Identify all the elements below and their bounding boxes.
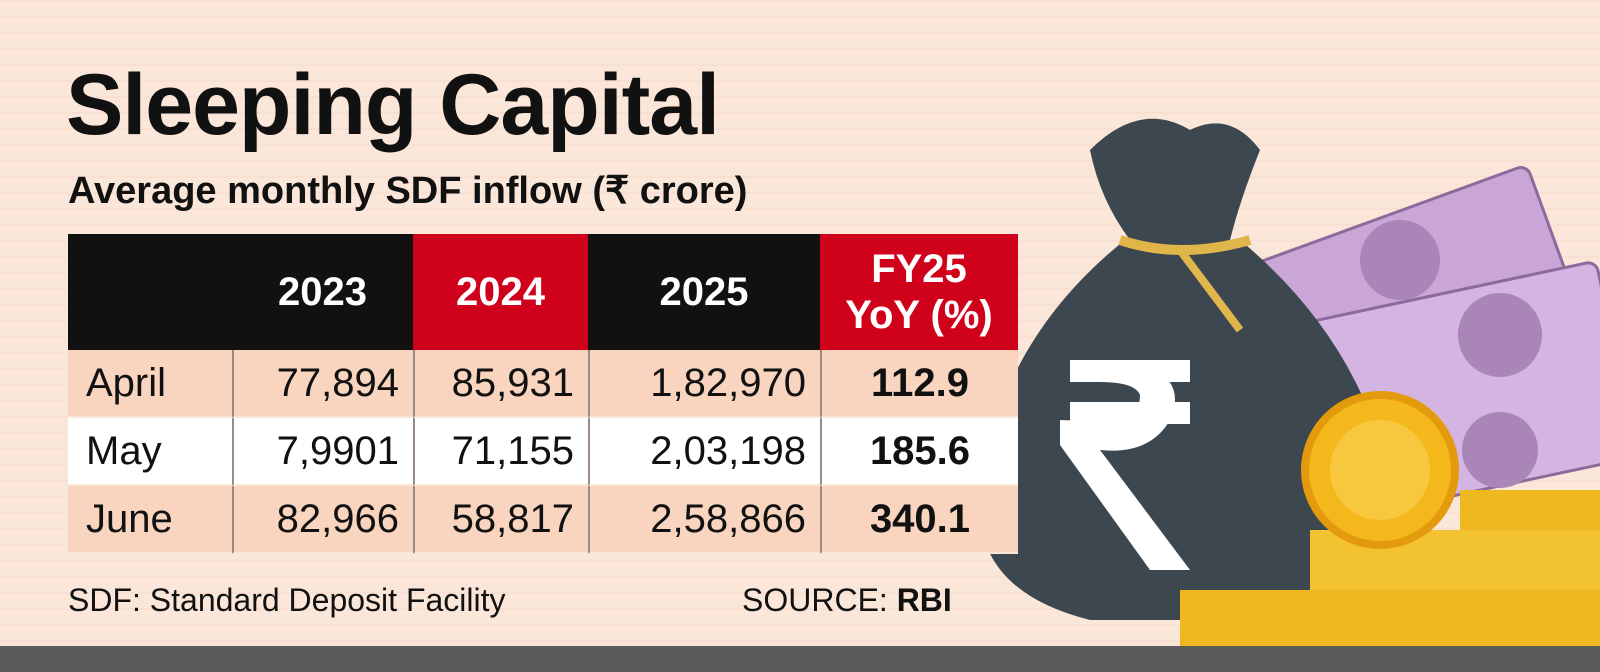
source-label: SOURCE:	[742, 582, 888, 618]
subtitle: Average monthly SDF inflow (₹ crore)	[68, 170, 748, 212]
table-cell: 112.9	[820, 350, 1018, 418]
column-header: FY25 YoY (%)	[820, 234, 1018, 350]
row-label: April	[68, 350, 232, 418]
rupee-icon	[1060, 360, 1190, 570]
coins	[1180, 391, 1600, 646]
column-header	[68, 234, 232, 350]
money-illustration	[979, 118, 1600, 646]
column-header: 2024	[413, 234, 588, 350]
bottom-bar	[0, 646, 1600, 672]
table: 2023 2024 2025 FY25 YoY (%) April 77,894 85,93…	[0, 0, 1018, 554]
footnote: SDF: Standard Deposit Facility	[68, 582, 506, 618]
table-cell: 7,9901	[232, 418, 413, 486]
source: SOURCE: RBI	[742, 582, 952, 619]
bag	[979, 118, 1394, 620]
source-value: RBI	[896, 582, 952, 618]
table-cell: 58,817	[413, 486, 588, 554]
table-cell: 85,931	[413, 350, 588, 418]
row-label: June	[68, 486, 232, 554]
column-header: 2025	[588, 234, 820, 350]
table-cell: 185.6	[820, 418, 1018, 486]
table-cell: 340.1	[820, 486, 1018, 554]
table-cell: 82,966	[232, 486, 413, 554]
table-cell: 71,155	[413, 418, 588, 486]
table-cell: 1,82,970	[588, 350, 820, 418]
table-cell: 77,894	[232, 350, 413, 418]
table-cell: 2,03,198	[588, 418, 820, 486]
row-label: May	[68, 418, 232, 486]
table-cell: 2,58,866	[588, 486, 820, 554]
title: Sleeping Capital	[66, 57, 720, 153]
column-header: 2023	[232, 234, 413, 350]
